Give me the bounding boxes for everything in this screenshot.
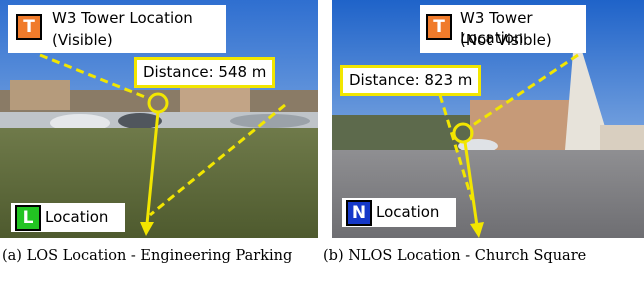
location-badge: N <box>346 200 372 226</box>
distance-label: Distance: 548 m <box>134 57 275 88</box>
tower-box: T W3 Tower Location (Not Visible) <box>420 5 586 53</box>
location-label: Location <box>45 207 108 227</box>
tower-box: T W3 Tower Location (Visible) <box>8 5 226 53</box>
figure: T W3 Tower Location (Visible) Distance: … <box>0 0 644 295</box>
location-badge: L <box>15 205 41 231</box>
distance-label: Distance: 823 m <box>340 65 481 96</box>
location-box: N Location <box>342 198 456 227</box>
caption: (a) LOS Location - Engineering Parking <box>2 247 318 266</box>
location-label: Location <box>376 202 439 222</box>
tower-label: W3 Tower Location <box>52 8 193 28</box>
tower-badge: T <box>16 14 42 40</box>
caption: (b) NLOS Location - Church Square <box>323 247 641 266</box>
tower-badge: T <box>426 14 452 40</box>
tower-status: (Visible) <box>52 30 113 50</box>
location-box: L Location <box>11 203 125 232</box>
tower-status: (Not Visible) <box>460 30 552 50</box>
